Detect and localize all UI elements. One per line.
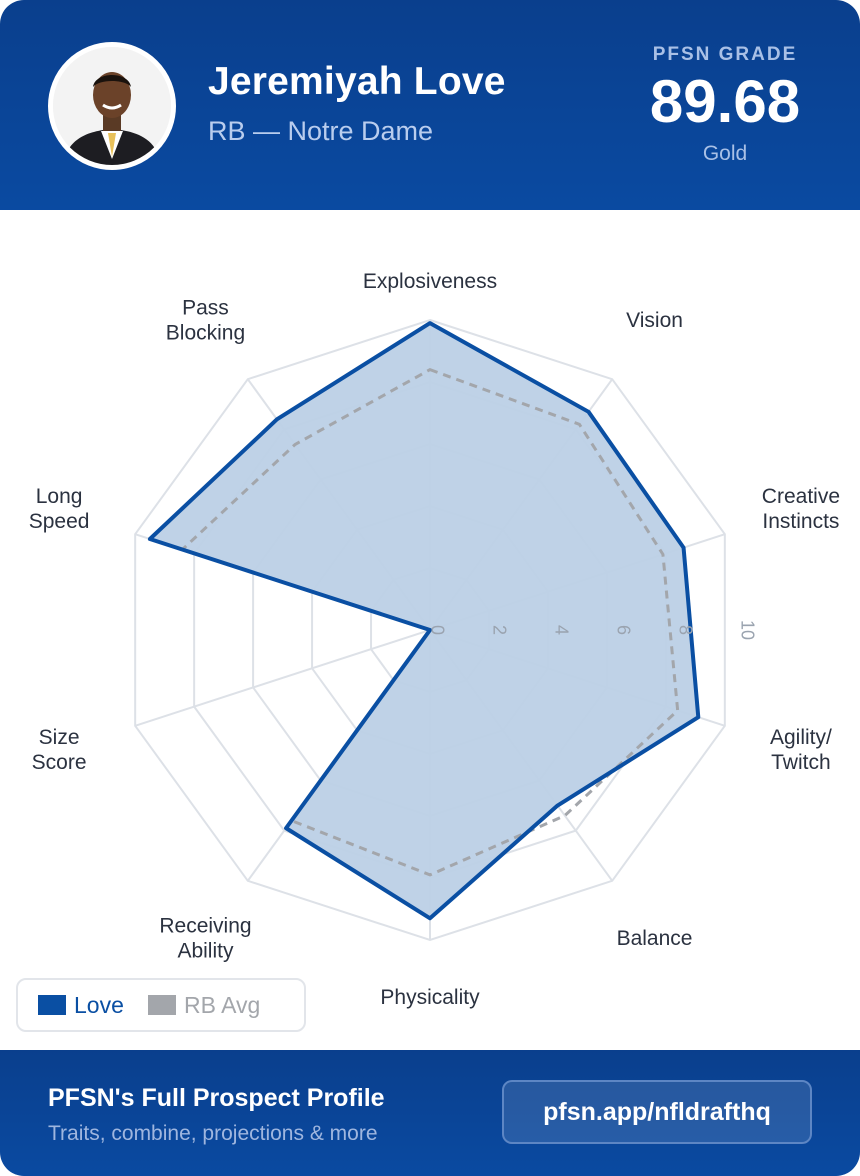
profile-header: Jeremiyah Love RB — Notre Dame PFSN GRAD… [0, 0, 860, 210]
legend-item-rb-avg[interactable]: RB Avg [148, 992, 260, 1018]
player-position-school: RB — Notre Dame [208, 116, 434, 146]
footer-title: PFSN's Full Prospect Profile [48, 1084, 385, 1112]
profile-footer: PFSN's Full Prospect Profile Traits, com… [0, 1050, 860, 1176]
tick-label: 10 [737, 620, 757, 640]
axis-label: Size Score [32, 726, 87, 774]
radar-chart: 0 2 4 6 8 10 Explosiveness Vision Creative Insti… [29, 270, 840, 1009]
axis-label: Vision [626, 309, 683, 332]
tick-label: 4 [551, 625, 571, 635]
series-love-area [149, 323, 699, 919]
chart-legend: Love RB Avg [16, 978, 306, 1032]
radar-axis-labels: Explosiveness Vision Creative Instincts Agil… [29, 270, 840, 1009]
legend-label-love: Love [74, 991, 124, 1018]
axis-label: Creative Instincts [762, 485, 840, 533]
grade-label: PFSN GRADE [652, 44, 798, 65]
legend-item-love[interactable]: Love [38, 992, 124, 1018]
player-name: Jeremiyah Love [208, 60, 506, 103]
grade-value: 89.68 [649, 68, 801, 135]
radar-series [147, 321, 701, 921]
series-rb-avg-line [179, 367, 680, 877]
series-love-line [147, 321, 701, 921]
grid-spoke [134, 629, 431, 727]
tick-label: 0 [427, 625, 447, 635]
tick-label: 8 [675, 625, 695, 635]
tick-label: 6 [613, 625, 633, 635]
axis-label: Explosiveness [363, 270, 497, 293]
legend-swatch-love [38, 995, 66, 1015]
legend-swatch-rb-avg [148, 995, 176, 1015]
axis-label: Agility/Twitch [770, 726, 832, 774]
grade-tier: Gold [702, 142, 748, 165]
tick-label: 2 [489, 625, 509, 635]
draft-hq-link-button[interactable]: pfsn.app/nfldrafthq [502, 1080, 812, 1144]
axis-label: Balance [617, 927, 693, 950]
axis-label: Pass Blocking [166, 296, 245, 344]
player-photo-icon [53, 47, 171, 165]
legend-label-rb-avg: RB Avg [184, 991, 261, 1018]
footer-subtitle: Traits, combine, projections & more [48, 1122, 378, 1145]
grade-block: PFSN GRADE 89.68 Gold [620, 44, 830, 166]
axis-label: Physicality [380, 986, 480, 1009]
axis-label: Receiving Ability [159, 914, 251, 962]
player-avatar [48, 42, 176, 170]
radar-ticks: 0 2 4 6 8 10 [427, 620, 757, 640]
axis-label: Long Speed [29, 485, 90, 533]
